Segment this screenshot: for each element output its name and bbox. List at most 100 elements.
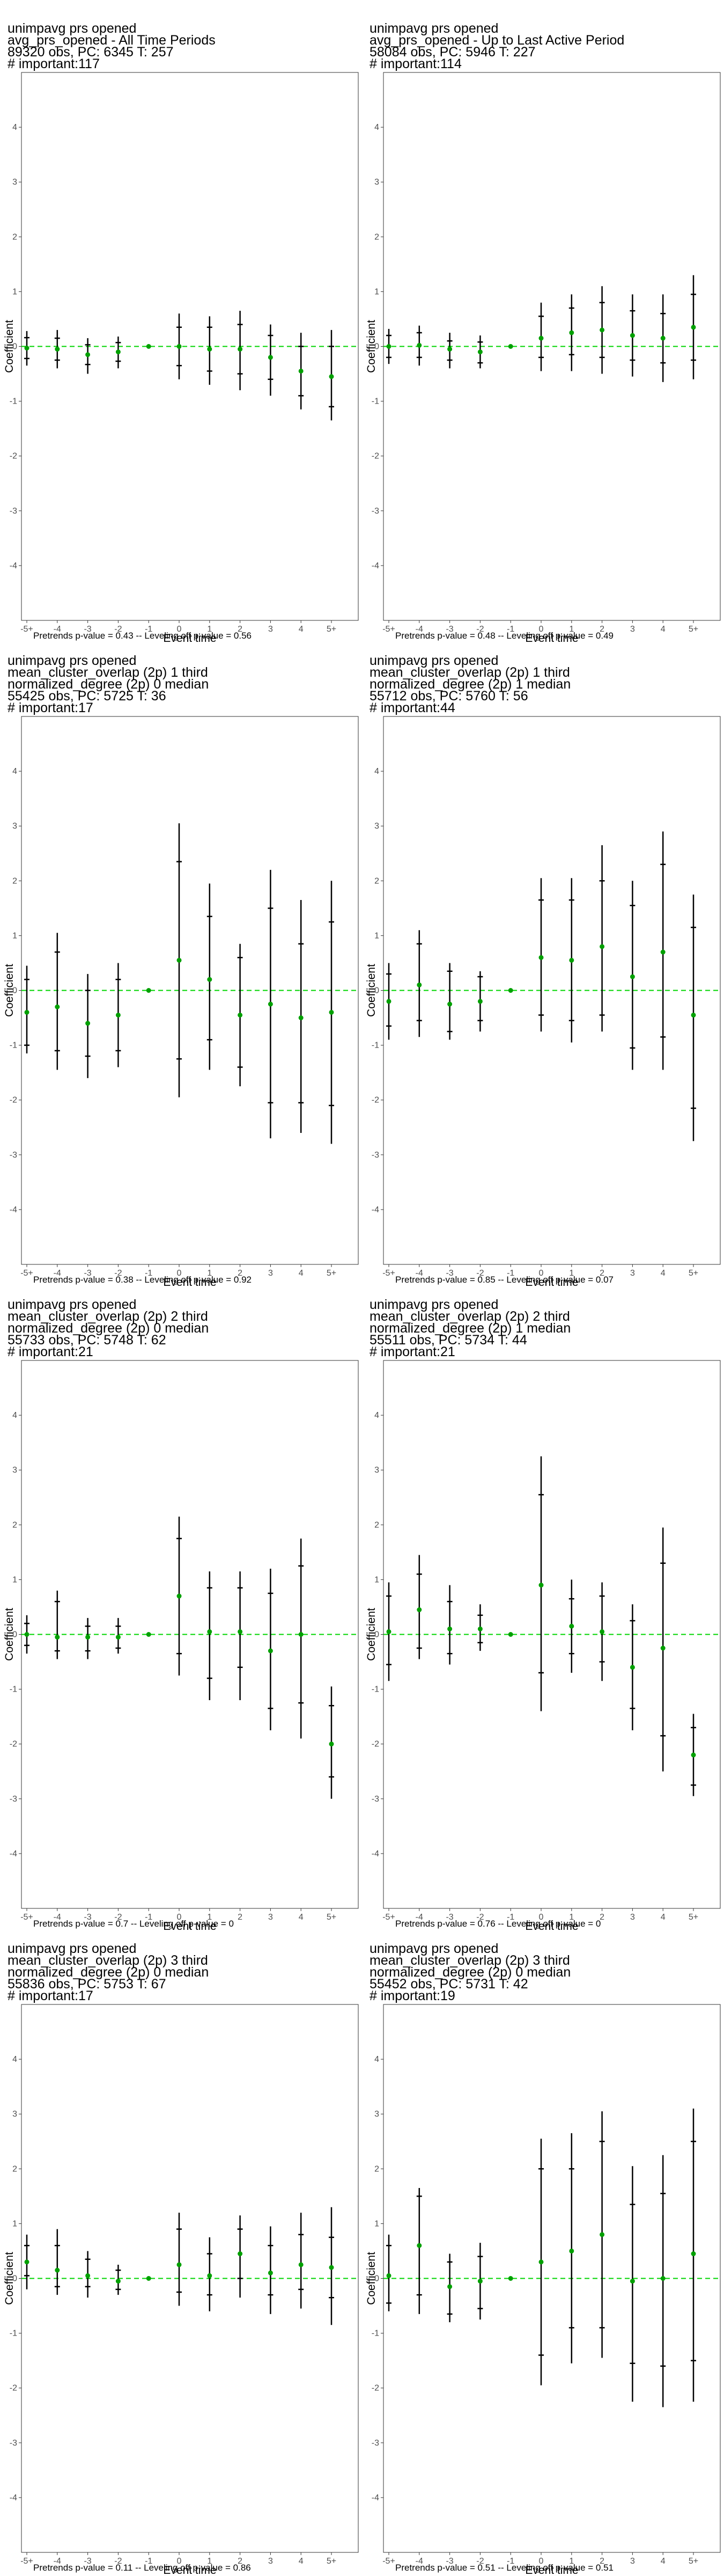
p-value-caption: Pretrends p-value = 0.51 -- Leveling off… bbox=[395, 2563, 614, 2573]
chart-svg: unimpavg prs openedmean_cluster_overlap … bbox=[3, 653, 359, 1288]
x-tick-label: 4 bbox=[661, 625, 666, 634]
x-tick-label: 4 bbox=[299, 2557, 304, 2566]
y-tick-label: 3 bbox=[12, 2110, 17, 2119]
coefficient-point bbox=[24, 2259, 29, 2265]
x-axis-label: Event time bbox=[163, 2564, 216, 2576]
x-tick-label: 1 bbox=[569, 1913, 574, 1922]
chart-title-line: 55452 obs, PC: 5731 T: 42 bbox=[370, 1977, 528, 1992]
x-tick-label: -2 bbox=[476, 625, 484, 634]
y-axis-label: Coefficient bbox=[3, 320, 16, 373]
y-tick-label: 2 bbox=[12, 232, 17, 241]
y-tick-label: 2 bbox=[12, 2164, 17, 2174]
x-tick-label: -1 bbox=[507, 625, 514, 634]
y-tick-label: -2 bbox=[10, 2384, 17, 2393]
x-tick-label: -4 bbox=[54, 1269, 61, 1278]
x-axis-label: Event time bbox=[163, 1276, 216, 1288]
coefficient-point bbox=[115, 1012, 121, 1018]
coefficient-point bbox=[691, 325, 696, 330]
coefficient-point bbox=[146, 1632, 151, 1637]
y-tick-label: -3 bbox=[372, 2439, 379, 2448]
y-tick-label: 3 bbox=[12, 1466, 17, 1475]
x-tick-label: -2 bbox=[476, 2557, 484, 2566]
coefficient-point bbox=[55, 1004, 60, 1009]
coefficient-point bbox=[238, 1012, 243, 1018]
coefficient-point bbox=[447, 2284, 453, 2289]
x-tick-label: -5+ bbox=[20, 2557, 33, 2566]
x-tick-label: 1 bbox=[569, 625, 574, 634]
coefficient-point bbox=[508, 1632, 513, 1637]
chart-title-line: mean_cluster_overlap (2p) 1 third bbox=[370, 665, 570, 680]
y-axis-label: Coefficient bbox=[365, 964, 378, 1017]
x-tick-label: 3 bbox=[630, 1913, 635, 1922]
plot-frame bbox=[383, 716, 721, 1265]
plot-frame bbox=[21, 716, 359, 1265]
chart-title-line: 89320 obs, PC: 6345 T: 257 bbox=[8, 45, 174, 60]
coefficient-point bbox=[329, 1009, 334, 1015]
y-tick-label: 2 bbox=[374, 876, 379, 885]
x-tick-label: 0 bbox=[539, 2557, 544, 2566]
coefficient-point bbox=[176, 2262, 182, 2267]
x-tick-label: 5+ bbox=[689, 625, 698, 634]
coefficient-point bbox=[298, 1632, 304, 1637]
p-value-caption: Pretrends p-value = 0.76 -- Leveling off… bbox=[395, 1919, 601, 1929]
coefficient-point bbox=[477, 349, 483, 355]
coefficient-point bbox=[176, 344, 182, 349]
coefficient-point bbox=[298, 2262, 304, 2267]
coefficient-point bbox=[85, 2273, 91, 2278]
coefficient-point bbox=[115, 1635, 121, 1640]
coefficient-point bbox=[508, 344, 513, 349]
y-tick-label: 0 bbox=[374, 342, 379, 352]
chart-panel-3: unimpavg prs opened mean_cluster_overlap … bbox=[0, 644, 362, 1288]
coefficient-point bbox=[538, 955, 544, 960]
x-tick-label: -3 bbox=[446, 625, 453, 634]
y-tick-label: -1 bbox=[372, 2329, 379, 2338]
x-tick-label: 3 bbox=[630, 1269, 635, 1278]
x-tick-label: -1 bbox=[145, 2557, 152, 2566]
x-tick-label: 0 bbox=[539, 1269, 544, 1278]
coefficient-point bbox=[268, 1648, 273, 1653]
x-tick-label: 2 bbox=[600, 1913, 604, 1922]
coefficient-point bbox=[329, 1741, 334, 1747]
chart-title-line: # important:21 bbox=[370, 1344, 455, 1359]
y-tick-label: 4 bbox=[12, 2055, 17, 2064]
x-tick-label: -3 bbox=[84, 1269, 91, 1278]
coefficient-point bbox=[447, 1626, 453, 1631]
y-tick-label: 1 bbox=[12, 287, 17, 296]
chart-svg: unimpavg prs openedmean_cluster_overlap … bbox=[3, 1941, 359, 2576]
x-tick-label: -5+ bbox=[382, 1913, 395, 1922]
x-tick-label: 5+ bbox=[689, 1913, 698, 1922]
x-tick-label: -4 bbox=[416, 2557, 423, 2566]
x-tick-label: 2 bbox=[600, 625, 604, 634]
coefficient-point bbox=[386, 344, 391, 349]
y-tick-label: -2 bbox=[372, 1740, 379, 1749]
y-tick-label: 2 bbox=[374, 232, 379, 241]
chart-title-line: # important:114 bbox=[370, 56, 462, 71]
chart-title-line: normalized_degree (2p) 1 median bbox=[370, 1321, 571, 1336]
x-tick-label: 2 bbox=[600, 1269, 604, 1278]
x-tick-label: -2 bbox=[476, 1913, 484, 1922]
x-tick-label: -3 bbox=[446, 1913, 453, 1922]
y-tick-label: 3 bbox=[12, 822, 17, 831]
y-axis-label: Coefficient bbox=[3, 2252, 16, 2305]
chart-title-line: # important:44 bbox=[370, 700, 455, 715]
x-axis-label: Event time bbox=[525, 1276, 578, 1288]
x-tick-label: 1 bbox=[207, 625, 212, 634]
y-tick-label: -1 bbox=[372, 1041, 379, 1050]
coefficient-point bbox=[24, 1009, 29, 1015]
coefficient-point bbox=[55, 1635, 60, 1640]
coefficient-point bbox=[538, 2259, 544, 2265]
chart-title-line: 58084 obs, PC: 5946 T: 227 bbox=[370, 45, 536, 60]
chart-title-line: unimpavg prs opened bbox=[370, 1297, 498, 1312]
y-axis-label: Coefficient bbox=[365, 1608, 378, 1661]
x-tick-label: -3 bbox=[84, 1913, 91, 1922]
y-tick-label: -2 bbox=[10, 1096, 17, 1105]
coefficient-point bbox=[85, 352, 91, 357]
y-tick-label: -1 bbox=[10, 1685, 17, 1694]
x-tick-label: 4 bbox=[299, 625, 304, 634]
chart-panel-6: unimpavg prs opened mean_cluster_overlap … bbox=[362, 1288, 724, 1932]
x-tick-label: 1 bbox=[207, 2557, 212, 2566]
x-tick-label: 0 bbox=[177, 1269, 182, 1278]
coefficient-point bbox=[417, 2243, 422, 2248]
y-tick-label: -1 bbox=[10, 2329, 17, 2338]
y-tick-label: -3 bbox=[10, 2439, 17, 2448]
